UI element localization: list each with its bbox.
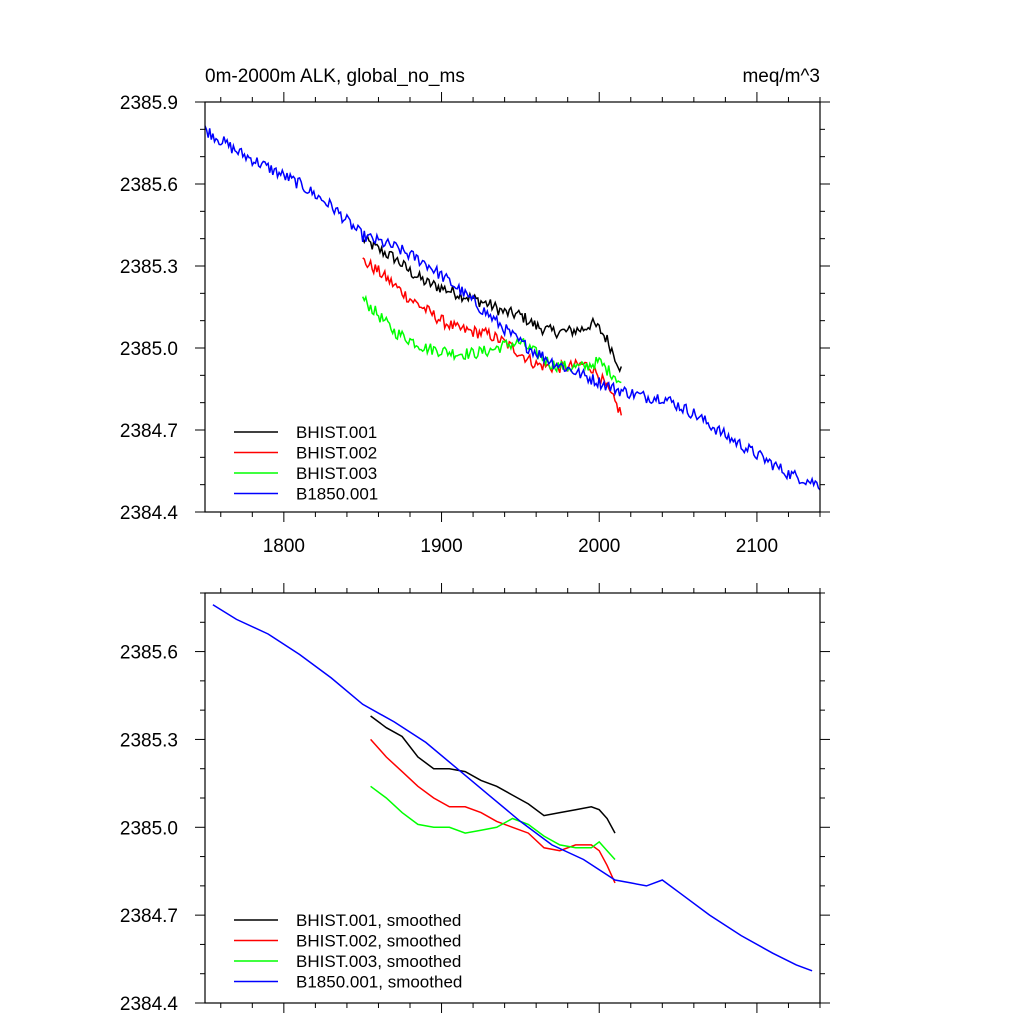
y-tick-label: 2384.7 [120, 906, 178, 927]
series-line-2 [362, 257, 623, 416]
y-tick-label: 2385.3 [120, 257, 178, 278]
series-line-4 [212, 604, 813, 972]
series-line-2 [370, 738, 616, 884]
top-panel: 0m-2000m ALK, global_no_ms meq/m^3 1800 1… [120, 66, 830, 557]
legend-entry: B1850.001 [296, 485, 378, 504]
x-tick-label: 2100 [736, 536, 778, 557]
x-tick-label: 2000 [578, 536, 620, 557]
y-tick-label: 2384.7 [120, 421, 178, 442]
legend-entry: BHIST.003 [296, 464, 377, 483]
top-panel-title: 0m-2000m ALK, global_no_ms [205, 66, 465, 87]
y-tick-label: 2385.9 [120, 93, 178, 114]
series-line-1 [370, 715, 616, 834]
y-tick-label: 2384.4 [120, 503, 179, 524]
y-tick-label: 2385.6 [120, 175, 178, 196]
x-tick-label: 1800 [263, 536, 305, 557]
y-tick-label: 2385.0 [120, 818, 178, 839]
y-tick-label: 2385.0 [120, 339, 178, 360]
series-line-3 [370, 785, 616, 861]
top-panel-units: meq/m^3 [742, 66, 820, 87]
legend-entry: BHIST.001, smoothed [296, 911, 461, 930]
legend-entry: B1850.001, smoothed [296, 973, 462, 992]
plot-frame [204, 101, 821, 513]
legend-entry: BHIST.002, smoothed [296, 932, 461, 951]
y-tick-label: 2385.6 [120, 643, 178, 664]
bottom-plot-area: 2384.4 2384.7 2385.0 2385.3 2385.6 BHIST.001,… [120, 583, 830, 1015]
series-line-3 [362, 294, 622, 384]
series-line-1 [361, 233, 623, 374]
legend-entry: BHIST.001 [296, 423, 377, 442]
legend: BHIST.001, smoothed BHIST.002, smoothedBH… [234, 911, 462, 992]
legend-entry: BHIST.002 [296, 444, 377, 463]
bottom-panel: 2384.4 2384.7 2385.0 2385.3 2385.6 BHIST.001,… [120, 583, 830, 1015]
series-line-4 [205, 125, 820, 491]
x-tick-label: 1900 [420, 536, 462, 557]
legend-entry: BHIST.003, smoothed [296, 952, 461, 971]
y-tick-label: 2384.4 [120, 994, 179, 1015]
top-plot-area: 1800 1900 2000 2100 2384.4 2384.7 2385.0 2385.3… [120, 92, 830, 557]
y-tick-label: 2385.3 [120, 730, 178, 751]
